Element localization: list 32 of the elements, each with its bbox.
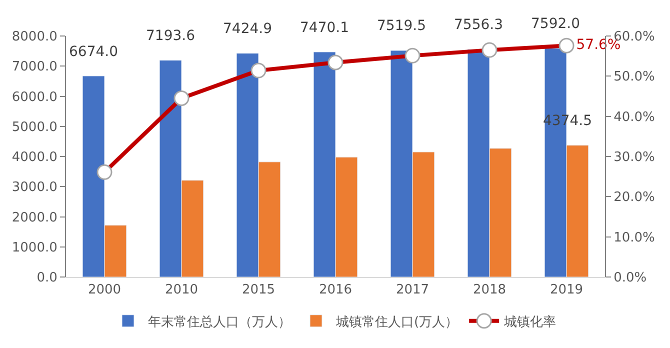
data-label: 7519.5 <box>377 18 426 34</box>
data-label: 7193.6 <box>146 28 196 44</box>
y-tick-label: 2000.0 <box>12 210 58 226</box>
y2-tick-label: 0.0% <box>614 270 647 286</box>
y2-tick-label: 30.0% <box>614 150 655 166</box>
y2-tick-label: 40.0% <box>614 110 655 125</box>
x-tick-label: 2000 <box>88 282 122 298</box>
legend-label: 年末常住总人口（万人） <box>148 314 291 330</box>
y-tick-label: 0.0 <box>36 270 58 286</box>
y2-tick-label: 20.0% <box>614 190 655 206</box>
x-tick-label: 2010 <box>164 282 198 298</box>
data-label: 6674.0 <box>69 44 118 60</box>
data-label: 7556.3 <box>454 17 503 33</box>
data-label: 7470.1 <box>300 20 349 36</box>
x-tick-label: 2017 <box>396 282 430 298</box>
y2-tick-label: 50.0% <box>614 70 655 85</box>
x-tick-label: 2015 <box>242 282 276 298</box>
y-tick-label: 1000.0 <box>12 240 58 256</box>
x-tick-label: 2019 <box>550 282 584 298</box>
y2-tick-label: 10.0% <box>614 230 655 246</box>
y-tick-label: 5000.0 <box>12 120 58 135</box>
legend-label: 城镇常住人口(万人） <box>335 314 458 330</box>
data-label: 7592.0 <box>531 16 580 32</box>
y-tick-label: 3000.0 <box>12 180 58 196</box>
x-tick-label: 2018 <box>472 282 506 298</box>
y-tick-label: 4000.0 <box>12 150 58 166</box>
x-tick-label: 2016 <box>318 282 352 298</box>
y-tick-label: 6000.0 <box>12 90 58 105</box>
y-tick-label: 8000.0 <box>12 30 58 45</box>
legend-label: 城镇化率 <box>503 314 556 330</box>
data-label: 7424.9 <box>223 21 272 37</box>
y-tick-label: 7000.0 <box>12 60 58 75</box>
